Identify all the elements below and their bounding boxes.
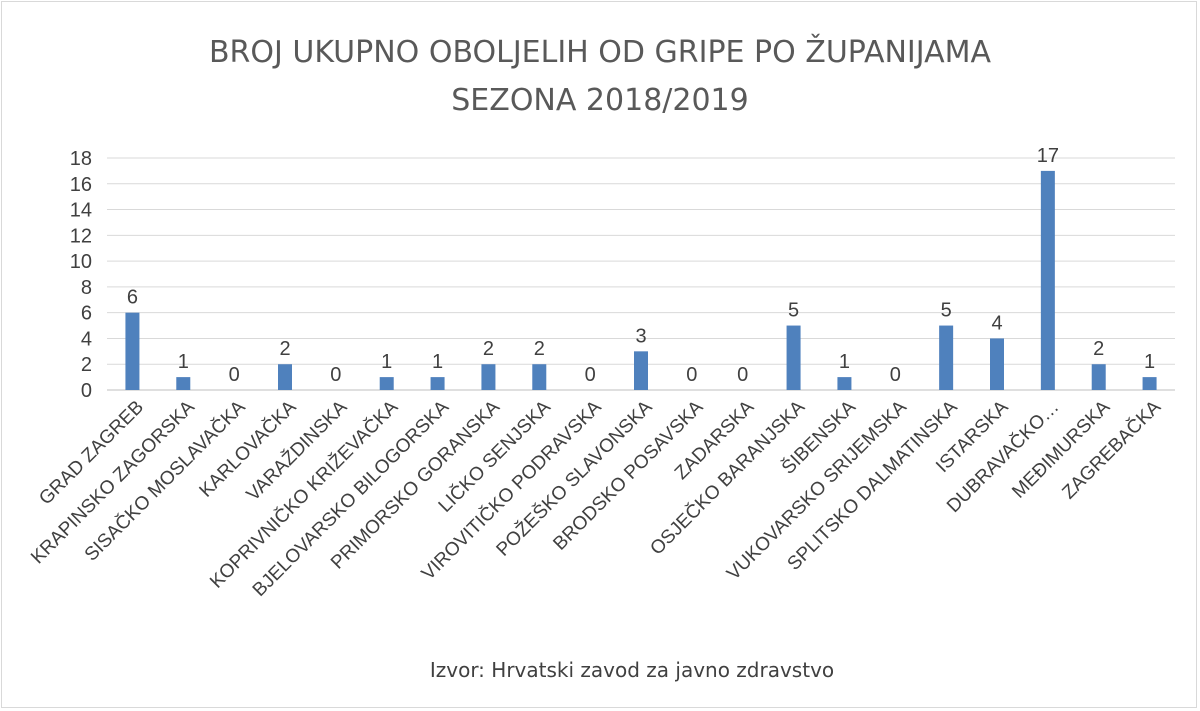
data-label: 5 [941, 300, 952, 322]
bar [786, 325, 801, 390]
y-tick-label: 10 [70, 251, 92, 273]
data-label: 2 [1093, 338, 1104, 360]
y-tick-label: 2 [81, 354, 92, 376]
bar [990, 338, 1004, 390]
data-label: 0 [330, 364, 341, 386]
y-tick-label: 4 [81, 328, 92, 350]
bar [278, 364, 292, 390]
data-label: 1 [381, 351, 392, 373]
bar [379, 377, 394, 390]
data-label: 2 [483, 338, 494, 360]
data-label: 4 [991, 312, 1002, 334]
chart-title: BROJ UKUPNO OBOLJELIH OD GRIPE PO ŽUPANI… [209, 34, 992, 70]
data-label: 5 [788, 300, 799, 322]
bar [532, 364, 547, 390]
y-tick-label: 12 [70, 225, 92, 247]
data-label: 3 [635, 325, 646, 347]
bars [125, 170, 1157, 390]
y-axis-ticks: 0 2 4 6 8 10 12 14 16 18 [70, 148, 92, 402]
data-label: 17 [1037, 145, 1059, 167]
bar [837, 377, 852, 390]
data-label: 0 [229, 364, 240, 386]
data-label: 0 [686, 364, 697, 386]
data-label: 2 [279, 338, 290, 360]
bar [1091, 364, 1106, 390]
y-tick-label: 16 [70, 174, 92, 196]
data-label: 6 [127, 287, 138, 309]
bar [430, 377, 445, 390]
bar [634, 351, 648, 390]
data-label: 2 [534, 338, 545, 360]
bar [1040, 170, 1055, 390]
bar [1142, 377, 1157, 390]
y-tick-label: 8 [81, 277, 92, 299]
bar [125, 312, 140, 390]
bar [481, 364, 496, 390]
bar [176, 377, 191, 390]
y-tick-label: 0 [81, 380, 92, 402]
y-tick-label: 6 [81, 303, 92, 325]
data-label: 0 [890, 364, 901, 386]
data-label: 1 [432, 351, 443, 373]
data-label: 0 [585, 364, 596, 386]
data-label: 1 [839, 351, 850, 373]
y-tick-label: 14 [70, 200, 92, 222]
data-label: 0 [737, 364, 748, 386]
data-label: 1 [178, 351, 189, 373]
source-note: Izvor: Hrvatski zavod za javno zdravstvo [430, 658, 834, 682]
data-label: 1 [1144, 351, 1155, 373]
y-tick-label: 18 [70, 148, 92, 170]
bar [939, 325, 954, 390]
chart-subtitle: SEZONA 2018/2019 [451, 83, 748, 118]
